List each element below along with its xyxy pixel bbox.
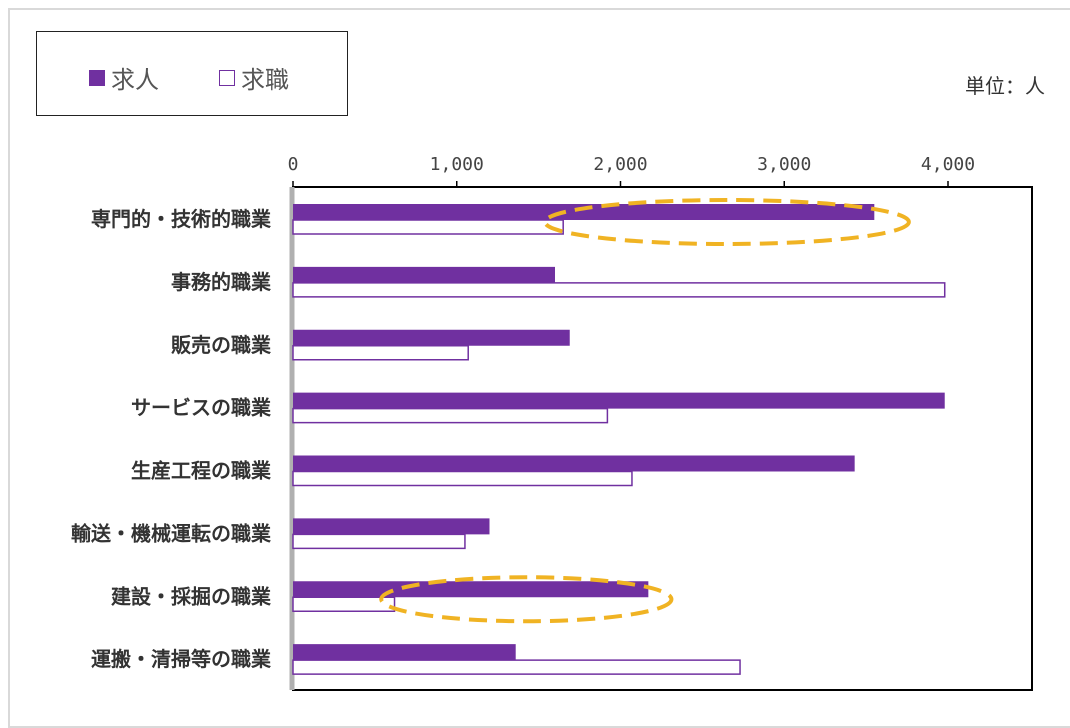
legend-swatch-job-seeker <box>219 69 235 86</box>
bar-job-offer <box>293 204 875 220</box>
x-tick-label: 2,000 <box>593 154 647 175</box>
bar-job-seeker <box>292 345 469 361</box>
bar-job-offer <box>293 455 855 472</box>
bar-job-offer <box>293 392 945 409</box>
x-tick-label: 0 <box>288 154 299 175</box>
bar-job-offer <box>293 266 555 283</box>
legend-swatch-job-offer <box>89 69 105 86</box>
bar-job-seeker <box>292 596 396 612</box>
category-label: 建設・採掘の職業 <box>111 584 272 608</box>
bar-job-offer <box>293 581 649 598</box>
bar-job-seeker <box>292 659 741 675</box>
category-label: 専門的・技術的職業 <box>91 207 272 231</box>
legend-item-job-offer: 求人 <box>89 60 159 95</box>
category-label: サービスの職業 <box>131 396 272 420</box>
legend-item-job-seeker: 求職 <box>219 60 289 95</box>
category-label: 販売の職業 <box>171 333 272 357</box>
legend-label-job-offer: 求人 <box>111 66 159 94</box>
unit-label: 単位：人 <box>965 74 1045 98</box>
bar-job-seeker <box>292 533 466 550</box>
bar-job-offer <box>293 329 570 346</box>
x-tick-label: 1,000 <box>430 154 484 175</box>
legend-label-job-seeker: 求職 <box>241 66 289 94</box>
highlight-ellipse <box>379 575 674 624</box>
plot-area-border <box>292 186 1033 691</box>
x-tick-label: 4,000 <box>921 154 975 175</box>
category-label: 事務的職業 <box>171 270 272 294</box>
bar-job-seeker <box>292 219 564 235</box>
bar-job-seeker <box>292 407 609 424</box>
category-label: 輸送・機械運転の職業 <box>71 521 272 545</box>
bar-job-seeker <box>292 282 946 298</box>
category-label: 生産工程の職業 <box>131 459 272 483</box>
bar-job-seeker <box>292 470 633 487</box>
category-label: 運搬・清掃等の職業 <box>91 647 272 671</box>
legend: 求人 求職 <box>36 31 348 116</box>
bar-job-offer <box>293 644 516 661</box>
highlight-ellipse <box>543 198 911 246</box>
bar-job-offer <box>293 518 490 535</box>
x-tick-label: 3,000 <box>757 154 811 175</box>
bar-chart: 0 1,000 2,000 3,000 4,000 専門的・技術的職業事務的職業販売の職業… <box>71 154 1033 691</box>
